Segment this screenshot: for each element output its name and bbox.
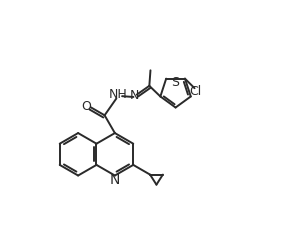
Text: NH: NH [109, 88, 128, 101]
Text: S: S [172, 76, 180, 89]
Text: N: N [130, 89, 139, 102]
Text: Cl: Cl [190, 85, 202, 98]
Text: O: O [82, 100, 92, 113]
Text: N: N [110, 173, 120, 187]
